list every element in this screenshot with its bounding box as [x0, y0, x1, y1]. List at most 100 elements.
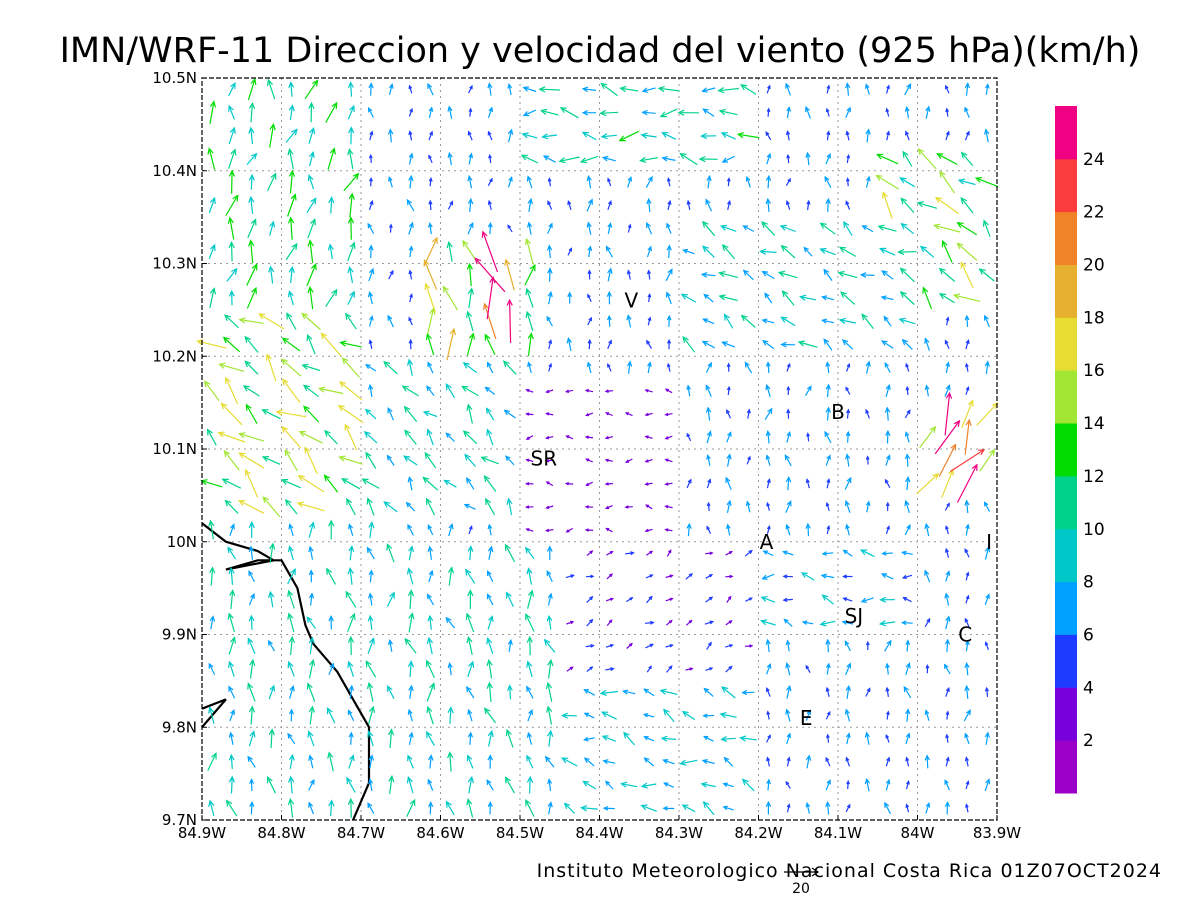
wind-vector — [865, 83, 870, 95]
wind-vector-shaft — [723, 806, 734, 811]
wind-vector — [726, 453, 732, 467]
wind-vector-head — [821, 594, 829, 601]
wind-vector-head — [747, 455, 751, 461]
wind-vector-shaft — [467, 404, 473, 424]
wind-vector-shaft — [230, 732, 234, 745]
wind-vector-shaft — [227, 547, 237, 560]
wind-vector-head — [664, 505, 669, 509]
wind-vector-head — [248, 101, 256, 110]
wind-vector — [461, 385, 479, 397]
wind-vector — [288, 545, 294, 561]
wind-vector-head — [726, 408, 730, 414]
wind-vector-head — [386, 454, 392, 461]
wind-vector — [644, 412, 653, 417]
wind-vector-head — [865, 83, 870, 89]
wind-vector — [228, 126, 236, 145]
wind-vector-head — [702, 735, 709, 741]
wind-vector-shaft — [368, 706, 374, 725]
wind-vector-shaft — [243, 385, 260, 397]
wind-vector-shaft — [387, 686, 395, 699]
wind-vector — [965, 803, 969, 813]
wind-vector-shaft — [805, 106, 811, 119]
wind-vector — [785, 780, 791, 789]
wind-vector-shaft — [429, 200, 432, 211]
wind-vector — [308, 592, 315, 606]
wind-vector — [583, 736, 595, 742]
wind-vector-shaft — [239, 500, 265, 514]
wind-vector-head — [901, 620, 907, 626]
wind-vector-shaft — [288, 613, 295, 633]
wind-vector — [248, 614, 255, 630]
wind-vector-head — [964, 732, 969, 739]
wind-vector-shaft — [786, 640, 790, 652]
wind-vector-head — [902, 150, 909, 158]
wind-vector-shaft — [561, 757, 578, 767]
wind-vector — [904, 409, 911, 419]
wind-vector-head — [885, 733, 890, 739]
wind-vector-head — [971, 463, 978, 471]
wind-vector-shaft — [369, 316, 373, 327]
wind-vector — [824, 175, 832, 188]
wind-vector-head — [709, 667, 714, 671]
wind-vector-head — [401, 385, 409, 392]
wind-vector — [984, 128, 990, 143]
wind-vector — [566, 337, 572, 352]
wind-vector — [705, 551, 714, 556]
wind-vector-head — [945, 384, 951, 391]
wind-vector — [525, 613, 535, 632]
wind-vector-head — [404, 429, 411, 437]
wind-vector-head — [945, 361, 950, 367]
wind-vector-shaft — [230, 755, 233, 770]
wind-vector — [886, 710, 890, 720]
lon-tick-label: 84.8W — [257, 824, 305, 842]
wind-vector-shaft — [584, 689, 595, 696]
wind-vector-head — [387, 728, 395, 736]
wind-vector — [782, 574, 793, 579]
wind-vector-shaft — [954, 294, 981, 302]
wind-vector-head — [208, 519, 215, 527]
wind-vector — [825, 107, 830, 117]
wind-vector-shaft — [866, 129, 870, 143]
wind-vector-shaft — [306, 616, 316, 629]
wind-vector-shaft — [548, 616, 552, 630]
wind-vector-head — [467, 775, 474, 784]
wind-vector-head — [296, 501, 304, 508]
wind-vector-head — [238, 432, 246, 439]
wind-vector-shaft — [744, 362, 753, 374]
wind-vector — [387, 406, 394, 421]
wind-vector-shaft — [209, 800, 215, 816]
wind-vector-head — [486, 428, 493, 436]
wind-vector — [685, 619, 693, 626]
wind-vector-head — [287, 290, 294, 298]
wind-vector-head — [560, 757, 569, 764]
wind-vector-shaft — [527, 732, 533, 745]
wind-vector-head — [269, 123, 276, 131]
wind-vector — [527, 708, 533, 722]
wind-vector-head — [905, 756, 910, 762]
wind-vector-shaft — [289, 524, 294, 537]
wind-vector — [646, 339, 653, 349]
wind-vector — [503, 409, 516, 419]
wind-vector-shaft — [262, 409, 281, 420]
wind-vector — [547, 267, 553, 282]
wind-vector — [823, 338, 833, 351]
wind-vector-shaft — [937, 153, 958, 166]
wind-vector-head — [426, 730, 433, 739]
wind-vector-shaft — [346, 777, 356, 793]
wind-vector — [924, 384, 930, 397]
wind-vector-head — [209, 243, 216, 252]
wind-vector-shaft — [330, 800, 333, 817]
wind-vector — [248, 545, 255, 560]
wind-vector-shaft — [904, 410, 911, 419]
wind-vector-shaft — [586, 619, 593, 627]
wind-vector-head — [964, 617, 969, 623]
wind-vector-shaft — [467, 637, 473, 656]
coastline — [201, 522, 371, 821]
wind-vector-head — [249, 730, 256, 738]
wind-vector-shaft — [302, 364, 321, 372]
wind-vector-head — [427, 524, 432, 530]
wind-vector — [944, 801, 951, 815]
wind-vector — [881, 340, 894, 349]
wind-vector — [248, 173, 255, 190]
wind-vector-shaft — [886, 407, 889, 421]
